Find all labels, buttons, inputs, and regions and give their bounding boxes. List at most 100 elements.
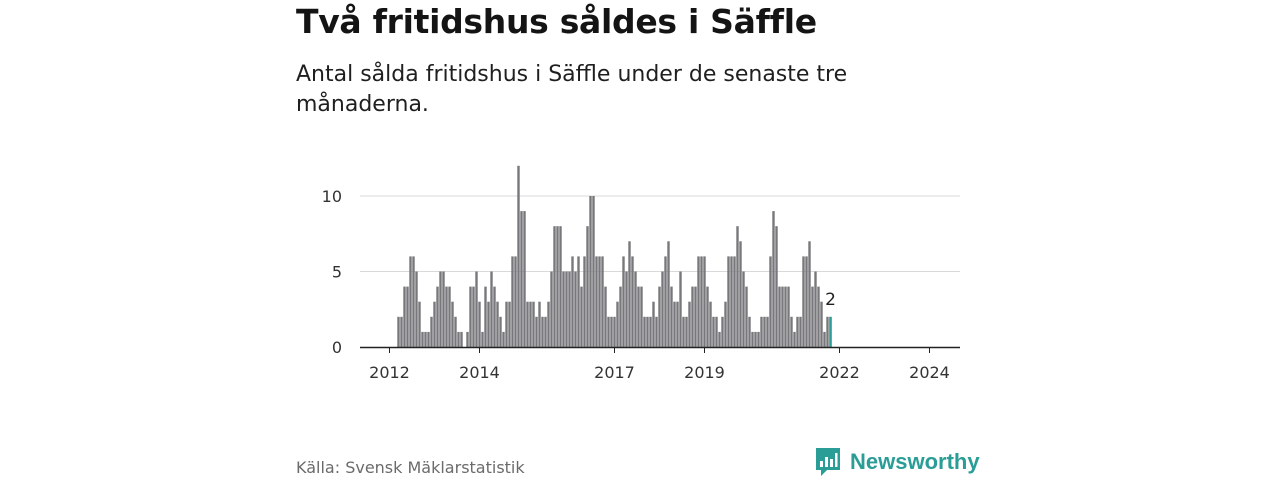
bar (661, 271, 664, 347)
bar (619, 286, 622, 347)
bar (658, 286, 661, 347)
bar (514, 256, 517, 347)
bar (826, 316, 829, 347)
bar (556, 226, 559, 347)
bar (505, 301, 508, 347)
bar (610, 316, 613, 347)
bar (715, 316, 718, 347)
bar (439, 271, 442, 347)
bar (637, 286, 640, 347)
bar (745, 286, 748, 347)
bar (769, 256, 772, 347)
bar (526, 301, 529, 347)
bar (586, 226, 589, 347)
bar (601, 256, 604, 347)
bar (742, 271, 745, 347)
bar (415, 271, 418, 347)
bar (727, 256, 730, 347)
bar (454, 316, 457, 347)
bar (520, 211, 523, 347)
bar (607, 316, 610, 347)
bar (430, 316, 433, 347)
bar (685, 316, 688, 347)
bar (448, 286, 451, 347)
bar (733, 256, 736, 347)
bar (799, 316, 802, 347)
bar (670, 286, 673, 347)
bar (460, 331, 463, 347)
bar (406, 286, 409, 347)
bar (433, 301, 436, 347)
bar (565, 271, 568, 347)
bar (790, 316, 793, 347)
bar (634, 271, 637, 347)
bar (739, 241, 742, 347)
bar (796, 316, 799, 347)
bar (781, 286, 784, 347)
bar (592, 196, 595, 347)
bar (496, 301, 499, 347)
bar (523, 211, 526, 347)
x-tick-label: 2012 (369, 363, 410, 382)
bar (400, 316, 403, 347)
bar (595, 256, 598, 347)
bar (583, 256, 586, 347)
bar (409, 256, 412, 347)
bar (466, 331, 469, 347)
bar (451, 301, 454, 347)
brand-name: Newsworthy (850, 449, 980, 474)
bar (691, 286, 694, 347)
bar (724, 301, 727, 347)
bar (709, 301, 712, 347)
bar (823, 331, 826, 347)
bar (643, 316, 646, 347)
bar (706, 286, 709, 347)
bar (604, 286, 607, 347)
bar (640, 286, 643, 347)
bar (493, 286, 496, 347)
bar (532, 301, 535, 347)
bar (721, 316, 724, 347)
bar (766, 316, 769, 347)
x-tick-label: 2024 (909, 363, 950, 382)
bar (559, 226, 562, 347)
bar (475, 271, 478, 347)
bar (631, 256, 634, 347)
y-axis-ticks: 0 5 10 (322, 187, 342, 357)
bar (424, 331, 427, 347)
bar (730, 256, 733, 347)
x-axis-ticks: 2012 2014 2017 2019 2022 2024 (369, 347, 950, 382)
bar (712, 316, 715, 347)
bar (541, 316, 544, 347)
bar (760, 316, 763, 347)
bar (529, 301, 532, 347)
y-tick-label: 0 (332, 338, 342, 357)
bar (577, 256, 580, 347)
bar (688, 301, 691, 347)
y-tick-label: 5 (332, 263, 342, 282)
bar-chart: 0 5 10 2012 2014 2017 2019 2022 2024 2 (322, 165, 960, 382)
bar (682, 316, 685, 347)
bar (772, 211, 775, 347)
bar (751, 331, 754, 347)
bar (616, 301, 619, 347)
bar (517, 165, 520, 347)
bar (499, 316, 502, 347)
bar (817, 286, 820, 347)
bar (574, 271, 577, 347)
bar (673, 301, 676, 347)
bar (820, 301, 823, 347)
bar (508, 301, 511, 347)
bar (703, 256, 706, 347)
bar (646, 316, 649, 347)
bar (754, 331, 757, 347)
bar (538, 301, 541, 347)
bar (784, 286, 787, 347)
bar (667, 241, 670, 347)
x-tick-label: 2019 (684, 363, 725, 382)
brand-logo[interactable]: Newsworthy (814, 446, 980, 478)
bar (652, 301, 655, 347)
bar (613, 316, 616, 347)
bar (697, 256, 700, 347)
bar (412, 256, 415, 347)
